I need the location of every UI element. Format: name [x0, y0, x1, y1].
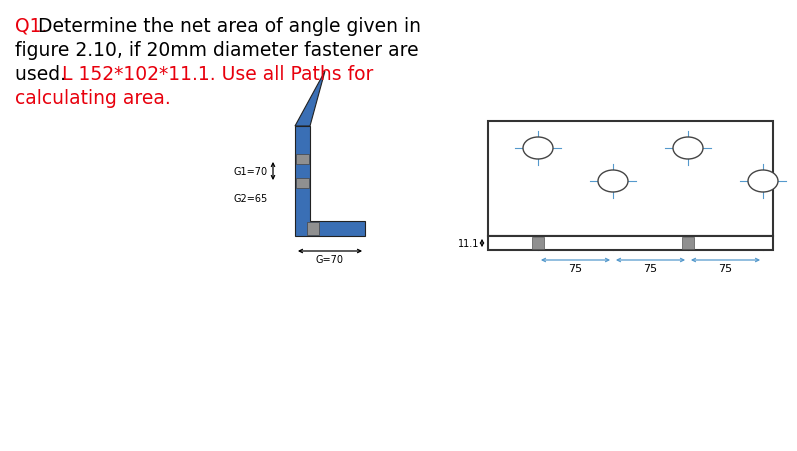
- Text: G=70: G=70: [316, 254, 344, 264]
- Text: used.: used.: [15, 65, 72, 84]
- Ellipse shape: [748, 170, 778, 193]
- Ellipse shape: [598, 170, 628, 193]
- Bar: [532, 238, 544, 249]
- Bar: [296, 179, 309, 189]
- Bar: [682, 238, 694, 249]
- Polygon shape: [295, 127, 365, 236]
- Ellipse shape: [523, 138, 553, 160]
- Text: 75: 75: [643, 263, 658, 273]
- Text: Determine the net area of angle given in: Determine the net area of angle given in: [38, 17, 422, 36]
- Text: G2=65: G2=65: [234, 193, 268, 203]
- Bar: [296, 155, 309, 165]
- Bar: [488, 236, 773, 250]
- Text: 75: 75: [568, 263, 583, 273]
- Ellipse shape: [673, 138, 703, 160]
- Text: 11.1: 11.1: [457, 239, 479, 249]
- Text: calculating area.: calculating area.: [15, 89, 171, 108]
- Polygon shape: [295, 72, 325, 127]
- Bar: [307, 222, 319, 235]
- Text: figure 2.10, if 20mm diameter fastener are: figure 2.10, if 20mm diameter fastener a…: [15, 41, 418, 60]
- Text: Q1.: Q1.: [15, 17, 47, 36]
- Text: G1=70: G1=70: [234, 166, 268, 177]
- Text: L 152*102*11.1. Use all Paths for: L 152*102*11.1. Use all Paths for: [61, 65, 373, 84]
- Text: 75: 75: [718, 263, 732, 273]
- Bar: [488, 122, 773, 236]
